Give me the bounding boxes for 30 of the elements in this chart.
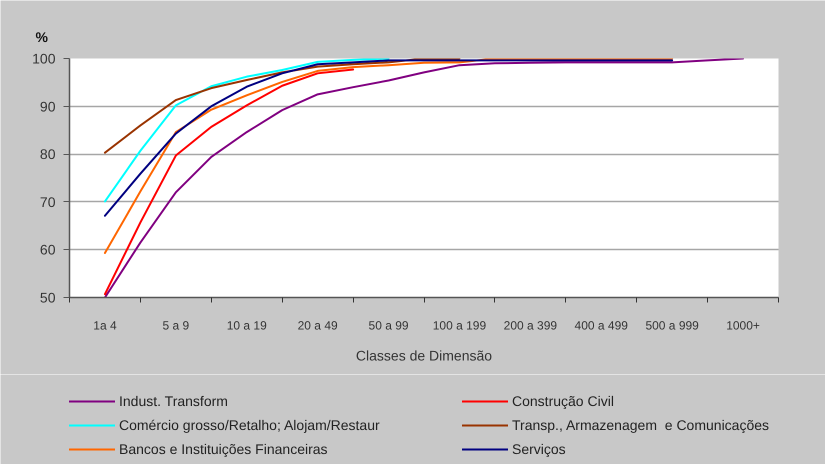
x-tick-label: 400 a 499 bbox=[574, 318, 628, 332]
legend-label: Bancos e Instituições Financeiras bbox=[119, 441, 328, 457]
line-series bbox=[104, 58, 744, 298]
y-tick-label: 70 bbox=[40, 194, 56, 210]
x-tick-label: 1000+ bbox=[726, 318, 760, 332]
line-series bbox=[104, 58, 674, 254]
line-series bbox=[104, 68, 354, 296]
x-tick-label: 1a 4 bbox=[93, 318, 117, 332]
x-tick-label: 50 a 99 bbox=[368, 318, 409, 332]
legend-label: Construção Civil bbox=[512, 393, 614, 409]
x-tick-label: 100 a 199 bbox=[432, 318, 486, 332]
legend-label: Transp., Armazenagem e Comunicações bbox=[512, 417, 770, 433]
x-tick-label: 10 a 19 bbox=[226, 318, 268, 332]
y-tick-label: 80 bbox=[40, 146, 56, 162]
y-tick-label: 100 bbox=[32, 50, 56, 66]
x-tick-label: 200 a 399 bbox=[504, 318, 558, 332]
y-tick-label: 60 bbox=[40, 242, 56, 258]
y-tick-label: 50 bbox=[40, 290, 56, 306]
line-series bbox=[104, 59, 674, 217]
y-axis-title: % bbox=[36, 29, 48, 45]
x-tick-label: 500 a 999 bbox=[645, 318, 700, 332]
line-series bbox=[104, 58, 460, 154]
legend-label: Serviços bbox=[512, 441, 566, 457]
x-tick-label: 20 a 49 bbox=[298, 318, 338, 332]
x-tick-label: 5 a 9 bbox=[162, 318, 190, 332]
y-tick-label: 90 bbox=[40, 98, 56, 114]
legend-label: Comércio grosso/Retalho; Alojam/Restaur bbox=[119, 417, 380, 433]
x-axis-title: Classes de Dimensão bbox=[356, 348, 492, 364]
legend-label: Indust. Transform bbox=[119, 393, 228, 409]
line-series bbox=[104, 58, 390, 202]
